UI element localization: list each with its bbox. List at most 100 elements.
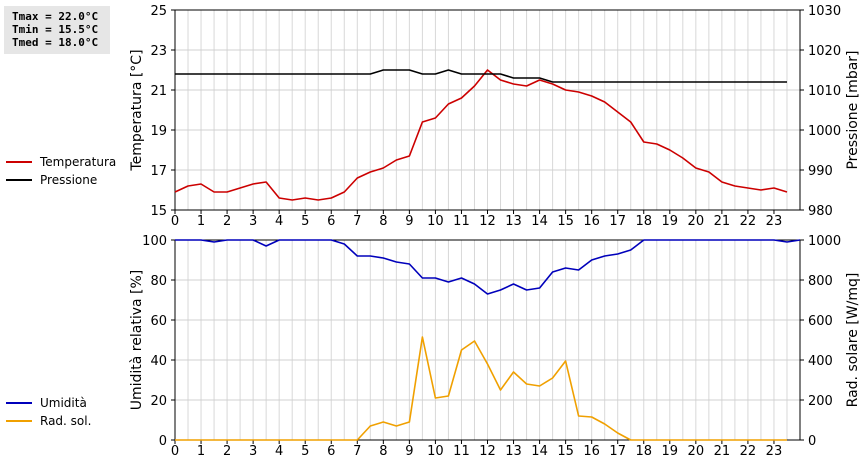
y-axis-label: Temperatura [°C] [129,49,145,171]
y2-tick-label: 1030 [808,4,841,19]
tmax-text: Tmax = 22.0°C [12,10,99,23]
tmed-text: Tmed = 18.0°C [12,36,99,49]
series-line-rad-sol- [175,336,787,441]
y2-tick-label: 800 [808,274,833,289]
x-tick-label: 9 [405,214,413,229]
x-tick-label: 8 [379,214,387,229]
y2-tick-label: 1020 [808,44,841,59]
x-tick-label: 17 [609,444,626,459]
y2-tick-label: 1000 [808,234,841,249]
y-tick-label: 25 [150,4,167,19]
y-tick-label: 0 [159,434,167,449]
x-tick-label: 6 [327,214,335,229]
legend-label-temperatura: Temperatura [40,155,117,169]
y2-tick-label: 600 [808,314,833,329]
legend-item-radsol: Rad. sol. [6,412,91,430]
x-tick-label: 0 [171,214,179,229]
x-tick-label: 9 [405,444,413,459]
stats-box: Tmax = 22.0°C Tmin = 15.5°C Tmed = 18.0°… [4,6,110,54]
x-tick-label: 21 [714,214,731,229]
x-tick-label: 2 [223,214,231,229]
series-line-pressione [175,69,787,83]
x-tick-label: 20 [688,214,705,229]
y2-tick-label: 200 [808,394,833,409]
x-tick-label: 13 [505,444,522,459]
x-tick-label: 12 [479,444,496,459]
x-tick-label: 6 [327,444,335,459]
y2-tick-label: 1010 [808,84,841,99]
y-tick-label: 17 [150,164,167,179]
x-tick-label: 12 [479,214,496,229]
legend-swatch-temperatura [6,161,32,163]
y-tick-label: 19 [150,124,167,139]
y-tick-label: 100 [142,234,167,249]
y2-tick-label: 400 [808,354,833,369]
y-tick-label: 40 [150,354,167,369]
x-tick-label: 2 [223,444,231,459]
legend-label-umidita: Umidità [40,396,87,410]
y2-tick-label: 980 [808,204,833,219]
y2-axis-label: Rad. solare [W/mq] [845,273,860,408]
legend-item-temperatura: Temperatura [6,153,116,171]
legend-top: Temperatura Pressione [6,153,116,189]
x-tick-label: 15 [557,444,574,459]
x-tick-label: 16 [583,444,600,459]
legend-label-radsol: Rad. sol. [40,414,92,428]
x-tick-label: 17 [609,214,626,229]
series-line-temperatura [174,69,788,201]
x-tick-label: 11 [453,444,470,459]
y-tick-label: 60 [150,314,167,329]
x-tick-label: 10 [427,444,444,459]
x-tick-label: 5 [301,214,309,229]
x-tick-label: 18 [635,214,652,229]
legend-item-umidita: Umidità [6,394,91,412]
legend-bottom: Umidità Rad. sol. [6,394,91,430]
y2-tick-label: 0 [808,434,816,449]
x-tick-label: 16 [583,214,600,229]
legend-label-pressione: Pressione [40,173,98,187]
x-tick-label: 8 [379,444,387,459]
x-tick-label: 7 [353,214,361,229]
y-tick-label: 15 [150,204,167,219]
x-tick-label: 13 [505,214,522,229]
x-tick-label: 3 [249,214,257,229]
y-tick-label: 80 [150,274,167,289]
y-tick-label: 21 [150,84,167,99]
series-line-umidit- [175,239,801,295]
legend-swatch-pressione [6,179,32,181]
y2-axis-label: Pressione [mbar] [845,50,860,169]
x-tick-label: 5 [301,444,309,459]
y-tick-label: 20 [150,394,167,409]
x-tick-label: 23 [766,214,783,229]
x-tick-label: 14 [531,214,548,229]
x-tick-label: 21 [714,444,731,459]
x-tick-label: 4 [275,444,283,459]
tmin-text: Tmin = 15.5°C [12,23,99,36]
x-tick-label: 22 [740,214,757,229]
x-tick-label: 19 [662,444,679,459]
x-tick-label: 1 [197,214,205,229]
x-tick-label: 19 [662,214,679,229]
y-axis-label: Umidità relativa [%] [129,270,145,411]
y2-tick-label: 990 [808,164,833,179]
x-tick-label: 15 [557,214,574,229]
x-tick-label: 22 [740,444,757,459]
x-tick-label: 3 [249,444,257,459]
y-tick-label: 23 [150,44,167,59]
x-tick-label: 18 [635,444,652,459]
x-tick-label: 7 [353,444,361,459]
x-tick-label: 23 [766,444,783,459]
x-tick-label: 10 [427,214,444,229]
x-tick-label: 11 [453,214,470,229]
x-tick-label: 20 [688,444,705,459]
legend-swatch-umidita [6,402,32,404]
x-tick-label: 0 [171,444,179,459]
y2-tick-label: 1000 [808,124,841,139]
legend-swatch-radsol [6,420,32,422]
legend-item-pressione: Pressione [6,171,116,189]
x-tick-label: 4 [275,214,283,229]
x-tick-label: 14 [531,444,548,459]
x-tick-label: 1 [197,444,205,459]
